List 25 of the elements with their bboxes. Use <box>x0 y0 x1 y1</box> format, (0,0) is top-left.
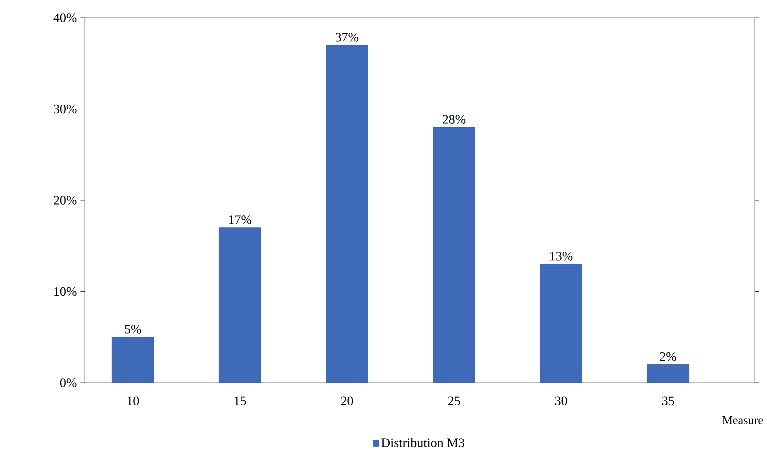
y-tick-label: 0% <box>60 378 77 388</box>
x-tick-label: 20 <box>341 396 354 406</box>
bar <box>433 127 476 384</box>
data-label: 28% <box>442 115 466 124</box>
bar <box>540 264 582 384</box>
data-label: 5% <box>125 325 142 334</box>
data-label: 2% <box>660 352 676 362</box>
bar <box>326 45 368 384</box>
x-tick-label: 35 <box>662 396 674 406</box>
bar <box>218 228 262 384</box>
y-tick-label: 40% <box>54 14 77 22</box>
bar <box>647 364 690 384</box>
y-tick-label: 20% <box>54 196 77 205</box>
data-label: 17% <box>229 216 252 224</box>
legend-label: Distribution M3 <box>382 438 465 448</box>
bar <box>112 337 154 384</box>
data-label: 13% <box>550 252 573 261</box>
data-label: 37% <box>336 33 359 42</box>
y-tick-label: 10% <box>54 287 77 296</box>
x-tick-label: 10 <box>128 396 140 406</box>
y-tick-label: 30% <box>54 104 77 114</box>
x-tick-label: 25 <box>448 396 460 406</box>
x-axis-title: Measure <box>722 416 764 424</box>
x-tick-label: 30 <box>555 396 568 406</box>
x-tick-label: 15 <box>234 396 246 406</box>
